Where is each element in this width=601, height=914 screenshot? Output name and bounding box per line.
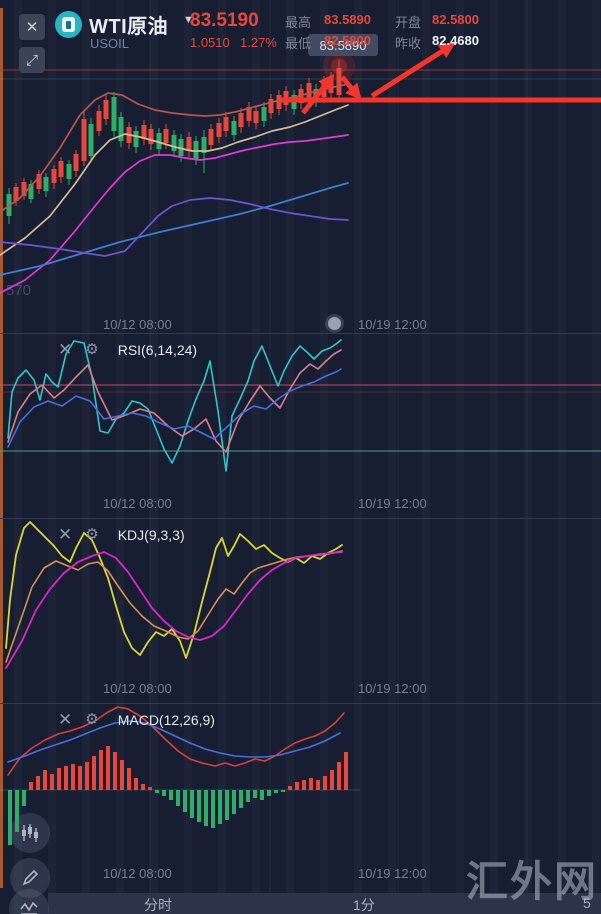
stat-low-value: 82.5800 <box>324 33 371 48</box>
close-icon[interactable]: ✕ <box>58 525 73 544</box>
price-tooltip: 83.5890 <box>308 34 378 56</box>
tab-fenshi[interactable]: 分时 <box>144 897 172 913</box>
last-price: 83.5190 <box>190 10 259 31</box>
close-icon[interactable]: ✕ <box>58 340 73 359</box>
stat-low-label: 最低 <box>285 36 312 51</box>
stat-open-value: 82.5800 <box>432 12 479 27</box>
kdj-header: ✕ ⚙ KDJ(9,3,3) <box>58 526 185 543</box>
candlestick-tool-button[interactable] <box>10 813 50 853</box>
draw-tool-button[interactable] <box>10 858 50 898</box>
macd-title: MACD(12,26,9) <box>117 711 215 728</box>
instrument-symbol: USOIL <box>90 36 130 51</box>
settings-icon[interactable]: ⚙ <box>85 341 99 358</box>
instrument-icon <box>55 11 82 38</box>
left-border <box>0 8 3 888</box>
macd-header: ✕ ⚙ MACD(12,26,9) <box>58 711 215 728</box>
rsi-header: ✕ ⚙ RSI(6,14,24) <box>58 341 197 358</box>
stat-high-value: 83.5890 <box>324 12 371 27</box>
stat-prevclose-value: 82.4680 <box>432 33 479 48</box>
price-change-pct: 1.27% <box>240 35 277 50</box>
kdj-chart[interactable] <box>0 518 601 703</box>
panel-separator <box>0 518 601 519</box>
interval-tab-bar <box>48 893 601 914</box>
axis-label-right: 10/19 12:00 <box>358 681 427 696</box>
panel-separator <box>0 333 601 334</box>
line-chart-icon <box>20 901 38 914</box>
stat-prevclose-label: 昨收 <box>395 36 422 51</box>
settings-icon[interactable]: ⚙ <box>85 526 99 543</box>
site-watermark: 汇外网 <box>466 858 599 905</box>
resize-icon[interactable]: ⤢ <box>19 47 45 73</box>
instrument-title[interactable]: WTI原油 <box>89 16 169 38</box>
axis-label-left: 10/12 08:00 <box>103 496 172 511</box>
panel-separator <box>0 703 601 704</box>
axis-drag-dot[interactable] <box>328 317 341 330</box>
axis-label-left: 10/12 08:00 <box>103 681 172 696</box>
rsi-title: RSI(6,14,24) <box>117 341 198 358</box>
stat-open-label: 开盘 <box>395 15 422 30</box>
axis-label-left: 10/12 08:00 <box>103 866 172 881</box>
settings-icon[interactable]: ⚙ <box>85 711 99 728</box>
close-icon[interactable]: ✕ <box>58 710 73 729</box>
stat-high-label: 最高 <box>285 15 312 30</box>
axis-label-left: 10/12 08:00 <box>103 317 172 332</box>
candlestick-icon <box>22 824 38 842</box>
tab-1min[interactable]: 1分 <box>353 897 375 913</box>
price-change: 1.0510 <box>190 35 230 50</box>
close-button[interactable]: ✕ <box>19 14 45 40</box>
axis-label-right: 10/19 12:00 <box>358 317 427 332</box>
axis-label-right: 10/19 12:00 <box>358 496 427 511</box>
macd-chart[interactable] <box>0 703 601 893</box>
pencil-icon <box>22 869 39 886</box>
rsi-chart[interactable] <box>0 333 601 518</box>
main-candlestick-chart[interactable] <box>0 0 601 333</box>
linechart-tool-button[interactable] <box>9 889 49 914</box>
kdj-title: KDJ(9,3,3) <box>117 526 185 543</box>
chevron-down-icon[interactable]: ▼ <box>183 14 194 26</box>
axis-label-right: 10/19 12:00 <box>358 866 427 881</box>
